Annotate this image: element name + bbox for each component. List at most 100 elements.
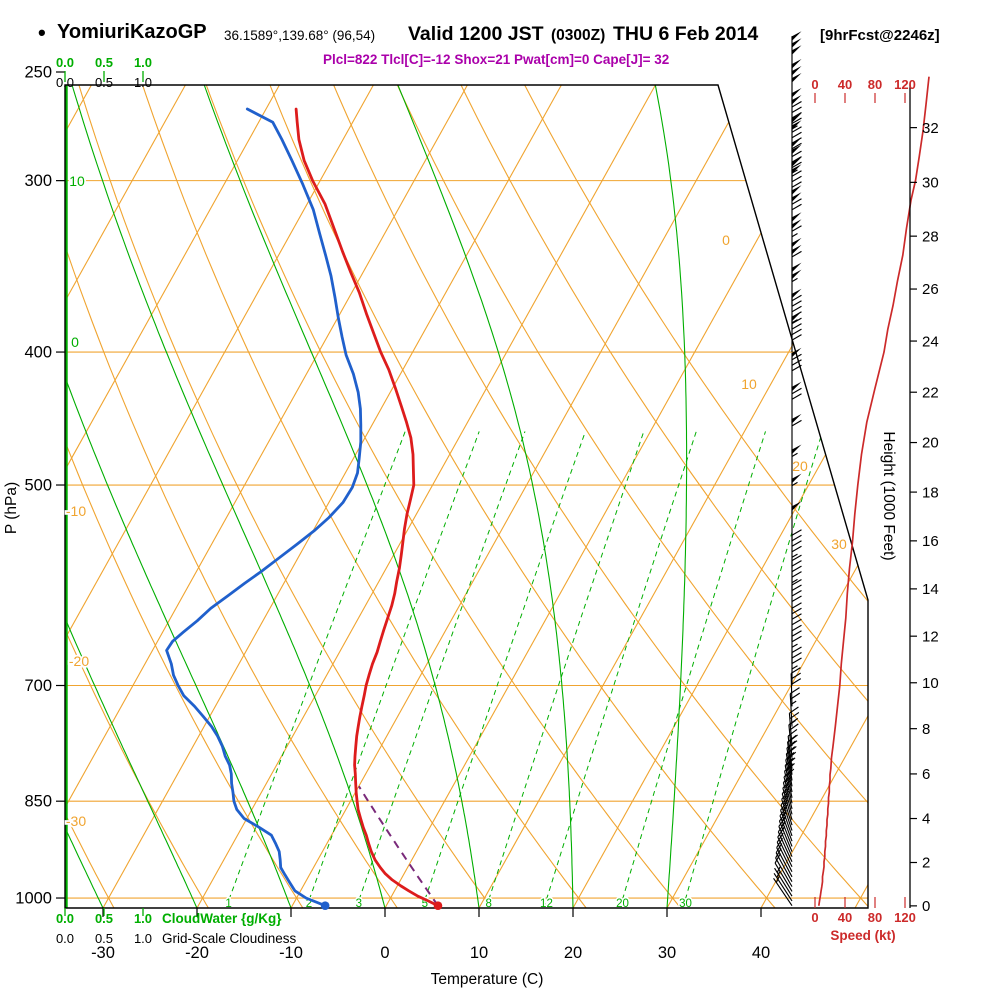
svg-text:0: 0 — [811, 77, 818, 92]
svg-text:-20: -20 — [69, 653, 89, 669]
svg-text:30: 30 — [922, 175, 939, 192]
stability-indices: Plcl=822 Tlcl[C]=-12 Shox=21 Pwat[cm]=0 … — [323, 52, 670, 67]
svg-text:300: 300 — [24, 172, 52, 190]
svg-text:40: 40 — [838, 77, 852, 92]
svg-text:10: 10 — [69, 173, 85, 189]
svg-text:700: 700 — [24, 677, 52, 695]
svg-text:0.5: 0.5 — [95, 931, 113, 946]
valid-time: Valid 1200 JST — [408, 23, 544, 45]
svg-text:0: 0 — [922, 898, 930, 915]
temperature-trace — [294, 107, 440, 908]
svg-text:5: 5 — [422, 898, 428, 910]
temperature-axis: -30 -20 -10 0 10 20 30 40 Temperature (C) — [91, 908, 770, 988]
speed-axis: 0 0 40 40 80 80 120 120 Speed (kt) — [811, 77, 915, 943]
svg-text:4: 4 — [922, 811, 930, 828]
svg-text:16: 16 — [922, 533, 939, 550]
svg-text:8: 8 — [922, 721, 930, 738]
svg-text:0: 0 — [722, 232, 730, 248]
svg-text:40: 40 — [752, 944, 770, 962]
svg-text:40: 40 — [838, 910, 852, 925]
svg-text:-20: -20 — [185, 944, 209, 962]
isotherm-lines — [65, 85, 868, 908]
svg-text:10: 10 — [922, 675, 939, 692]
pressure-axis: 250 300 400 500 700 850 1000 P (hPa) — [3, 64, 65, 908]
svg-text:2: 2 — [306, 898, 312, 910]
dry-adiabat-lines — [65, 85, 868, 908]
svg-text:6: 6 — [922, 766, 930, 783]
svg-text:250: 250 — [24, 64, 52, 82]
svg-text:80: 80 — [868, 910, 882, 925]
svg-text:-10: -10 — [66, 503, 86, 519]
svg-text:30: 30 — [658, 944, 676, 962]
station-marker-dot: • — [38, 20, 46, 45]
wind-speed-profile — [817, 76, 930, 906]
svg-text:30: 30 — [831, 536, 847, 552]
svg-text:500: 500 — [24, 477, 52, 495]
svg-text:400: 400 — [24, 344, 52, 362]
valid-time-utc: (0300Z) — [551, 27, 606, 44]
wind-barbs — [773, 31, 802, 907]
svg-text:-10: -10 — [279, 944, 303, 962]
cloud-scale-top: 0.0 0.0 0.5 0.5 1.0 1.0 — [56, 55, 152, 90]
svg-text:2: 2 — [922, 855, 930, 872]
dewpoint-trace — [165, 107, 363, 908]
svg-text:3: 3 — [356, 898, 362, 910]
svg-text:12: 12 — [922, 628, 939, 645]
isotherm-edge-labels: 10 0 -10 -20 -30 0 10 20 30 — [64, 171, 849, 831]
svg-text:0.5: 0.5 — [95, 55, 113, 70]
svg-text:120: 120 — [894, 910, 916, 925]
svg-text:10: 10 — [470, 944, 488, 962]
svg-text:P (hPa): P (hPa) — [3, 482, 20, 534]
isobar-lines — [65, 180, 868, 899]
svg-text:18: 18 — [922, 484, 939, 501]
svg-text:20: 20 — [922, 435, 939, 452]
svg-text:-30: -30 — [66, 813, 86, 829]
svg-text:20: 20 — [792, 458, 808, 474]
svg-text:22: 22 — [922, 384, 939, 401]
svg-text:26: 26 — [922, 281, 939, 298]
mixing-ratio-lines — [225, 431, 823, 908]
svg-text:14: 14 — [922, 581, 939, 598]
svg-text:120: 120 — [894, 77, 916, 92]
svg-text:0.0: 0.0 — [56, 931, 74, 946]
svg-text:80: 80 — [868, 77, 882, 92]
svg-text:8: 8 — [486, 898, 492, 910]
svg-text:0.0: 0.0 — [56, 911, 74, 926]
svg-text:-30: -30 — [91, 944, 115, 962]
svg-text:20: 20 — [564, 944, 582, 962]
svg-text:28: 28 — [922, 228, 939, 245]
svg-text:Height (1000 Feet): Height (1000 Feet) — [880, 431, 897, 560]
svg-text:1.0: 1.0 — [134, 931, 152, 946]
svg-text:Speed (kt): Speed (kt) — [830, 928, 895, 943]
svg-text:0.0: 0.0 — [56, 75, 74, 90]
svg-text:0: 0 — [380, 944, 389, 962]
plot-frame — [64, 84, 869, 909]
station-name: YomiuriKazoGP — [57, 21, 207, 43]
svg-text:0.5: 0.5 — [95, 75, 113, 90]
svg-text:0: 0 — [811, 910, 818, 925]
svg-text:0.5: 0.5 — [95, 911, 113, 926]
svg-text:0: 0 — [71, 334, 79, 350]
svg-text:Temperature (C): Temperature (C) — [431, 971, 544, 988]
svg-text:Grid-Scale Cloudiness: Grid-Scale Cloudiness — [162, 931, 297, 946]
svg-text:CloudWater {g/Kg}: CloudWater {g/Kg} — [162, 911, 282, 926]
svg-text:850: 850 — [24, 793, 52, 811]
svg-text:0.0: 0.0 — [56, 55, 74, 70]
svg-text:1.0: 1.0 — [134, 911, 152, 926]
cloud-scale-bottom: 0.0 0.0 0.5 0.5 1.0 1.0 CloudWater {g/Kg} Grid-… — [56, 908, 297, 946]
parcel-path-line — [358, 785, 439, 907]
svg-text:10: 10 — [741, 376, 757, 392]
forecast-run-info: [9hrFcst@2246z] — [820, 27, 940, 44]
svg-text:1: 1 — [225, 898, 231, 910]
surface-dewpoint-dot — [320, 901, 330, 911]
svg-text:1.0: 1.0 — [134, 55, 152, 70]
svg-text:1000: 1000 — [15, 890, 52, 908]
station-coordinates: 36.1589°,139.68° (96,54) — [224, 28, 376, 43]
surface-temp-dot — [433, 901, 443, 911]
skewt-background — [65, 85, 868, 908]
svg-text:32: 32 — [922, 120, 939, 137]
svg-text:1.0: 1.0 — [134, 75, 152, 90]
